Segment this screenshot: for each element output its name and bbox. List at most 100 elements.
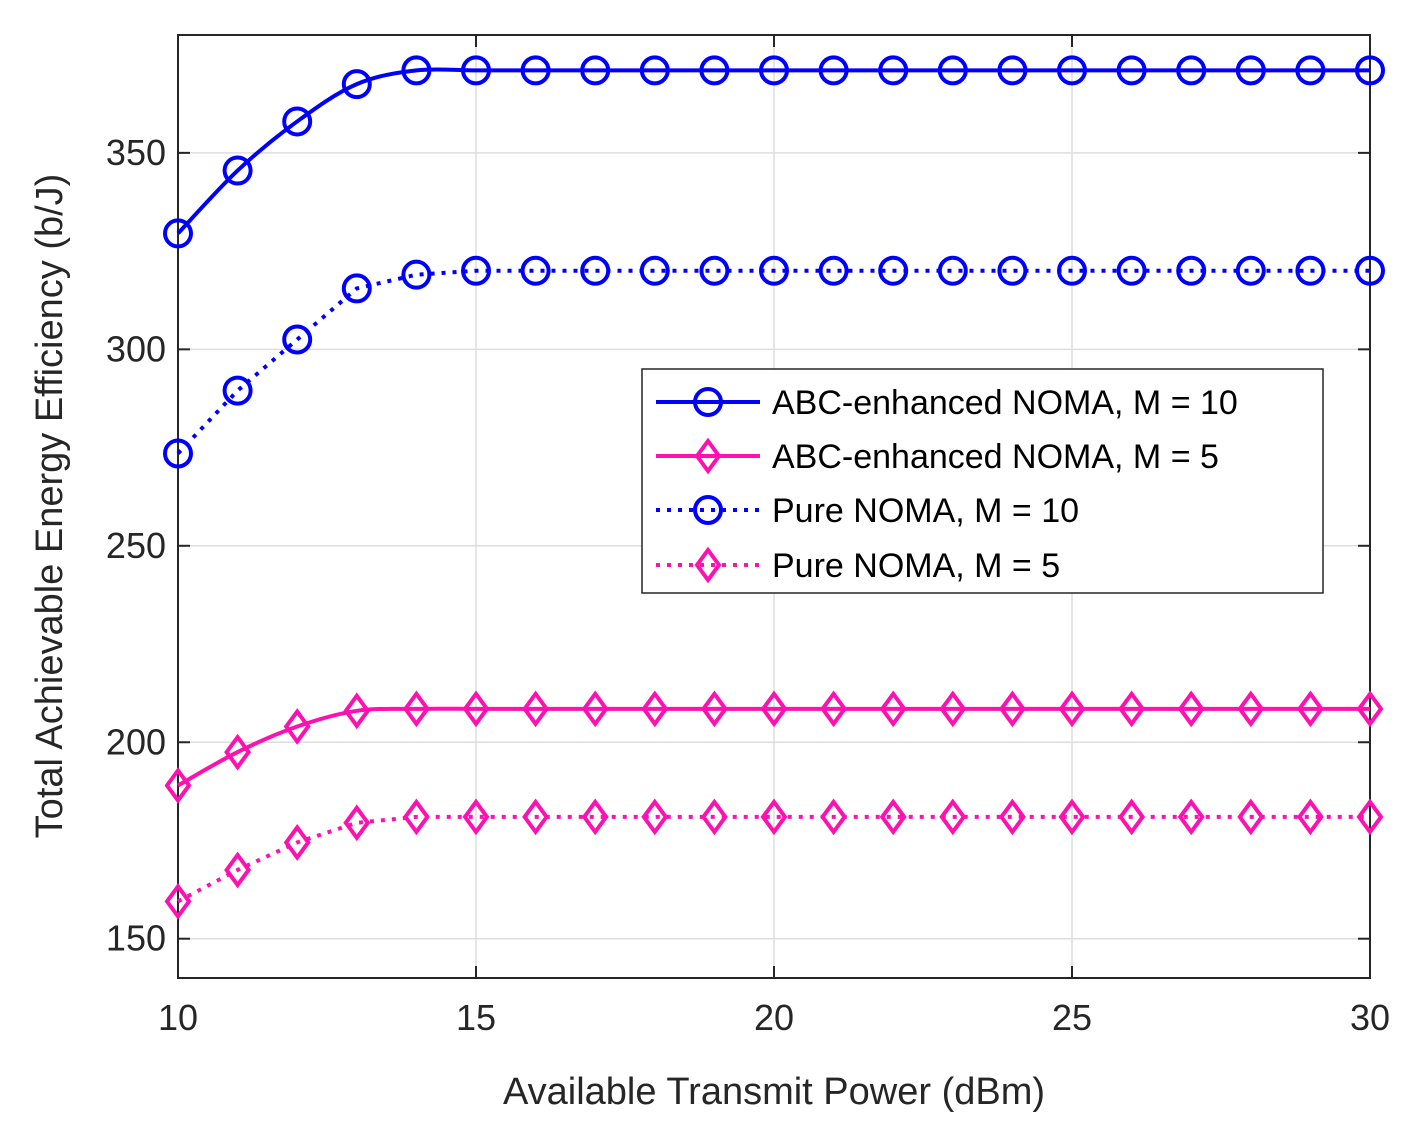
- data-point: [224, 733, 252, 771]
- data-point: [699, 255, 730, 286]
- data-point: [402, 690, 430, 728]
- data-point: [879, 798, 907, 836]
- data-point: [760, 798, 788, 836]
- data-point: [1057, 255, 1087, 286]
- data-point: [937, 55, 968, 86]
- data-point: [1355, 55, 1385, 86]
- data-point: [1116, 55, 1147, 86]
- data-point: [1237, 690, 1265, 728]
- data-point: [461, 55, 491, 86]
- legend-entry-1: ABC-enhanced NOMA, M = 10: [656, 384, 1238, 422]
- data-point: [522, 690, 550, 728]
- data-point: [879, 690, 907, 728]
- data-point: [222, 375, 253, 406]
- data-point: [461, 255, 491, 286]
- series-2: [164, 690, 1384, 804]
- data-point: [341, 273, 372, 304]
- data-point: [1296, 690, 1324, 728]
- data-point: [639, 255, 670, 286]
- data-point: [997, 55, 1028, 86]
- data-point: [1176, 255, 1207, 286]
- legend-box: [641, 368, 1324, 594]
- data-point: [641, 798, 669, 836]
- y-tick-label: 350: [106, 132, 166, 173]
- data-point: [1058, 798, 1086, 836]
- data-point: [1295, 55, 1326, 86]
- data-point: [522, 798, 550, 836]
- data-point: [1058, 690, 1086, 728]
- data-point: [700, 690, 728, 728]
- data-point: [283, 824, 311, 861]
- data-point: [1356, 690, 1384, 728]
- data-point: [1235, 55, 1266, 86]
- data-point: [818, 55, 849, 86]
- data-point: [401, 259, 432, 290]
- data-point: [163, 218, 193, 249]
- legend-label: Pure NOMA, M = 5: [772, 547, 1060, 585]
- data-point: [164, 882, 192, 920]
- x-tick-label: 15: [456, 997, 496, 1038]
- data-point: [699, 55, 730, 86]
- data-point: [820, 690, 848, 728]
- data-point: [402, 798, 430, 836]
- axes: [177, 34, 1371, 979]
- data-point: [937, 255, 968, 286]
- data-point: [1296, 798, 1324, 836]
- data-point: [878, 55, 909, 86]
- data-point: [282, 324, 313, 355]
- data-point: [759, 255, 789, 286]
- legend-marker: [694, 437, 722, 475]
- data-point: [700, 798, 728, 836]
- data-point: [581, 690, 609, 728]
- data-point: [818, 255, 849, 286]
- data-point: [283, 708, 311, 745]
- data-point: [939, 690, 967, 728]
- y-axis-title: Total Achievable Energy Efficiency (b/J): [29, 174, 71, 839]
- data-point: [641, 690, 669, 728]
- data-point: [1295, 255, 1326, 286]
- y-tick-label: 200: [106, 721, 166, 762]
- data-point: [282, 106, 313, 137]
- data-point: [341, 69, 372, 100]
- data-point: [759, 55, 789, 86]
- data-point: [343, 804, 371, 842]
- data-point: [1177, 690, 1205, 728]
- data-point: [581, 798, 609, 836]
- data-point: [998, 690, 1026, 728]
- legend-marker: [693, 495, 723, 525]
- data-point: [1237, 798, 1265, 836]
- data-point: [401, 55, 432, 86]
- series-line: [177, 706, 1370, 788]
- data-point: [998, 798, 1026, 836]
- legend-entry-2: ABC-enhanced NOMA, M = 5: [656, 437, 1219, 476]
- data-point: [1356, 798, 1384, 836]
- legend-label: ABC-enhanced NOMA, M = 10: [772, 384, 1238, 422]
- series-3: [163, 255, 1385, 469]
- legend-marker: [693, 387, 723, 417]
- x-tick-label: 20: [754, 997, 794, 1038]
- data-point: [580, 55, 611, 86]
- data-point: [462, 690, 490, 728]
- data-point: [1118, 798, 1146, 836]
- data-point: [1355, 255, 1385, 286]
- data-point: [1116, 255, 1147, 286]
- data-point: [639, 55, 670, 86]
- data-point: [1176, 55, 1207, 86]
- tick-labels: 10 15 20 25 30 150 200 250 300 350: [106, 132, 1390, 1038]
- data-point: [997, 255, 1028, 286]
- data-point: [1057, 55, 1087, 86]
- legend-entry-3: Pure NOMA, M = 10: [656, 492, 1079, 530]
- x-tick-label: 25: [1052, 997, 1092, 1038]
- data-point: [878, 255, 909, 286]
- legend: ABC-enhanced NOMA, M = 10 ABC-enhanced NO…: [641, 368, 1324, 594]
- x-tick-label: 30: [1350, 997, 1390, 1038]
- legend-label: Pure NOMA, M = 10: [772, 492, 1079, 530]
- x-axis-title: Available Transmit Power (dBm): [503, 1071, 1045, 1113]
- data-point: [820, 798, 848, 836]
- data-point: [520, 255, 551, 286]
- data-point: [224, 851, 252, 889]
- data-point: [163, 438, 193, 469]
- y-tick-label: 150: [106, 918, 166, 959]
- data-point: [520, 55, 551, 86]
